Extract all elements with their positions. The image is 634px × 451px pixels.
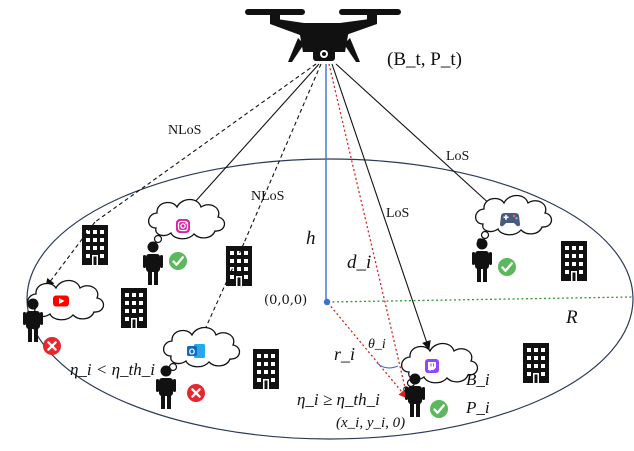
los-label: LoS: [446, 149, 469, 164]
radius-line: [327, 296, 633, 303]
origin-point: [323, 298, 331, 306]
success-check-icon: [496, 256, 518, 278]
building-icon: [561, 241, 587, 281]
instagram-icon: [176, 219, 190, 233]
user-person-icon: [156, 365, 176, 409]
los-link-line: [184, 63, 320, 214]
user-person-icon: [143, 241, 163, 285]
angle-symbol: θ_i: [368, 337, 386, 352]
youtube-icon: [53, 295, 69, 307]
building-icon: [121, 288, 147, 328]
gamepad-icon: [500, 213, 520, 227]
fail-cross-icon: [185, 382, 207, 404]
building-icon: [523, 343, 549, 383]
twitch-icon: [425, 359, 439, 373]
height-symbol: h: [306, 228, 316, 249]
nlos-label: NLoS: [251, 189, 284, 204]
angle-arc: [376, 362, 399, 369]
user-bandwidth-label: B_i: [466, 370, 490, 389]
nlos-label: NLoS: [168, 123, 201, 138]
user-person-icon: [405, 373, 425, 417]
outlook-icon: O: [187, 344, 205, 358]
success-check-icon: [428, 398, 450, 420]
svg-text:O: O: [189, 348, 195, 357]
user-person-icon: [472, 238, 492, 282]
user-coordinate-label: (x_i, y_i, 0): [336, 415, 405, 431]
nlos-link-line: [94, 63, 317, 223]
radius-symbol: R: [565, 307, 578, 328]
fail-cross-icon: [41, 335, 63, 357]
los-link-line: [331, 63, 431, 350]
origin-label: (0,0,0): [264, 293, 307, 308]
los-label: LoS: [386, 206, 409, 221]
nlos-reflected-line: [201, 242, 245, 337]
coverage-area-ellipse: [26, 158, 634, 440]
building-icon: [82, 225, 108, 265]
sinr-condition-fail: η_i < η_th_i: [70, 360, 155, 379]
success-check-icon: [167, 250, 189, 272]
building-icon: [253, 349, 279, 389]
distance-line: [328, 63, 408, 397]
user-power-label: P_i: [465, 398, 490, 417]
drone-icon: [245, 9, 401, 62]
los-link-line: [335, 63, 494, 208]
distance-symbol: d_i: [347, 252, 371, 273]
ground-distance-symbol: r_i: [334, 344, 355, 364]
nlos-link-line: [243, 63, 322, 244]
uav-parameters-label: (B_t, P_t): [387, 49, 462, 70]
building-icon: [226, 246, 252, 286]
sinr-condition-pass: η_i ≥ η_th_i: [297, 390, 380, 409]
